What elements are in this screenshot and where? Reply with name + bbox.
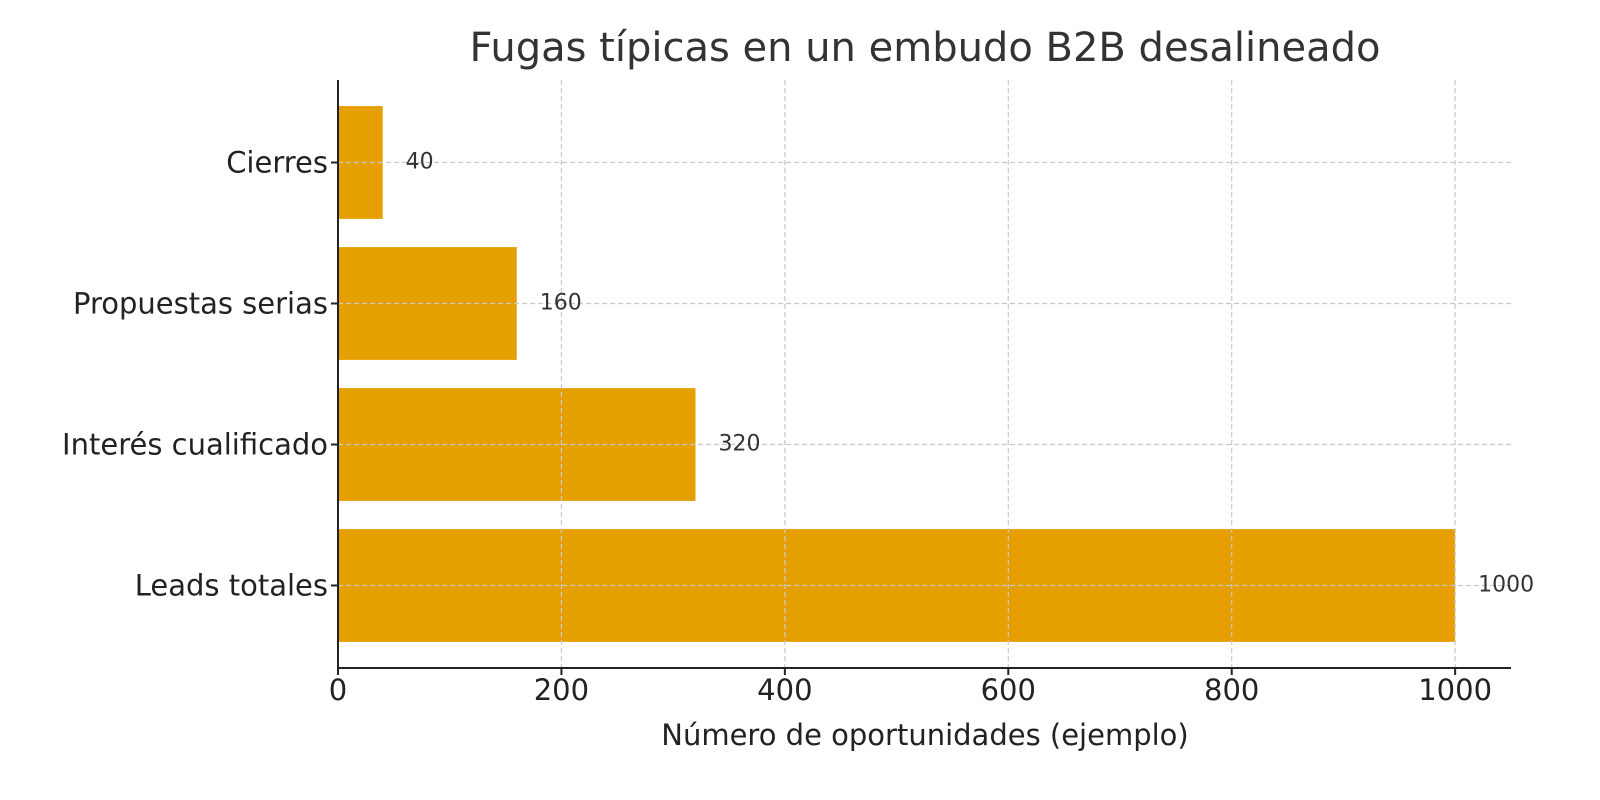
x-tick-label: 800 <box>1204 673 1259 707</box>
value-label: 40 <box>406 150 434 175</box>
value-label: 1000 <box>1478 573 1534 598</box>
y-tick-label: Cierres <box>226 146 328 180</box>
bar <box>338 529 1456 642</box>
chart-title: Fugas típicas en un embudo B2B desalinea… <box>470 25 1381 71</box>
y-tick-label: Propuestas serias <box>73 287 328 321</box>
value-label: 160 <box>540 291 582 316</box>
x-tick-label: 1000 <box>1418 673 1492 707</box>
bar <box>338 106 383 219</box>
value-label: 320 <box>718 432 760 457</box>
y-tick-label: Leads totales <box>135 569 328 603</box>
x-tick-label: 0 <box>329 673 347 707</box>
y-tick-label: Interés cualificado <box>62 428 328 462</box>
x-tick-label: 200 <box>534 673 589 707</box>
x-tick-label: 600 <box>981 673 1036 707</box>
x-axis-label: Número de oportunidades (ejemplo) <box>661 718 1188 752</box>
x-tick-label: 400 <box>757 673 812 707</box>
